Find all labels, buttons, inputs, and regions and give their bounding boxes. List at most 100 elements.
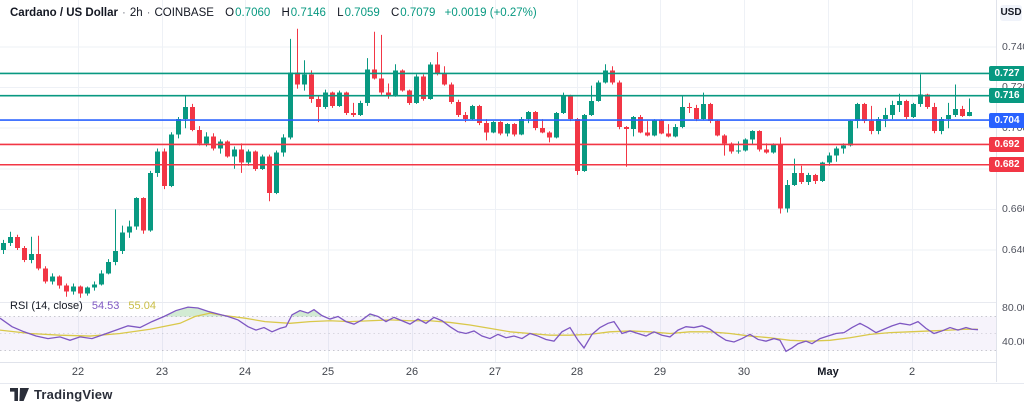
rsi-band (0, 316, 996, 351)
candle-body (876, 119, 881, 132)
rsi-value: 54.53 (91, 300, 120, 312)
tradingview-logo-icon[interactable] (10, 387, 29, 401)
candle-body (645, 132, 650, 136)
candle-body (414, 76, 419, 103)
candle-body (568, 95, 573, 120)
candle-body (78, 286, 83, 294)
price-level-badge[interactable]: 0.682 (989, 157, 1024, 173)
rsi-tick: 40.00 (1002, 335, 1024, 348)
candle-body (834, 148, 839, 156)
candle-body (260, 156, 265, 169)
time-axis[interactable]: 22 23 24 25 26 27 28 29 30 May 2 (0, 362, 1024, 384)
time-axis-label: 29 (653, 366, 667, 378)
candle-body (953, 108, 958, 116)
separator-dot: · (146, 7, 151, 19)
candle-body (484, 123, 489, 133)
price-level-badge[interactable]: 0.704 (989, 112, 1024, 128)
rsi-name[interactable]: RSI (10, 300, 29, 312)
candle-body (904, 100, 909, 118)
candle-body (869, 121, 874, 132)
candle-body (176, 119, 181, 135)
price-axis[interactable]: USD 0.7400.7200.7000.6800.6600.64080.004… (989, 0, 1024, 382)
change-value: +0.0019 (+0.27%) (444, 7, 537, 19)
candle-body (806, 174, 811, 182)
candle-body (15, 236, 20, 248)
candle-body (624, 127, 629, 130)
symbol-title[interactable]: Cardano / US Dollar (10, 7, 118, 19)
candle-body (589, 100, 594, 116)
candle-body (813, 174, 818, 181)
candle-body (729, 143, 734, 152)
candle-body (197, 130, 202, 144)
candle-body (190, 106, 195, 131)
candle-body (36, 254, 41, 269)
currency-toggle-button[interactable]: USD (1000, 5, 1022, 21)
candle-body (890, 104, 895, 116)
candle-body (463, 115, 468, 120)
candle-body (792, 172, 797, 186)
price-tick: 0.640 (1002, 243, 1024, 256)
candle-body (274, 152, 279, 194)
candle-body (239, 149, 244, 163)
time-axis-label: May (817, 366, 839, 378)
open-value: 0.7060 (235, 7, 271, 19)
candle-body (960, 108, 965, 117)
interval-label[interactable]: 2h (129, 7, 143, 19)
candle-body (799, 172, 804, 182)
exchange-label: COINBASE (154, 7, 214, 19)
candle-body (71, 286, 76, 292)
time-axis-label: 28 (570, 366, 584, 378)
candle-body (113, 251, 118, 263)
candle-body (309, 74, 314, 99)
candle-body (99, 273, 104, 285)
candle-body (85, 287, 90, 294)
candle-body (652, 120, 657, 136)
candle-body (50, 276, 55, 282)
candle-body (764, 149, 769, 153)
open-label: O (225, 7, 235, 19)
candle-body (897, 100, 902, 105)
time-axis-label: 24 (238, 366, 252, 378)
candle-body (141, 198, 146, 231)
candle-body (204, 136, 209, 144)
candles-group (1, 28, 972, 298)
candle-body (750, 131, 755, 140)
candle-body (715, 121, 720, 136)
tradingview-wordmark[interactable]: TradingView (34, 386, 113, 402)
candle-body (428, 64, 433, 99)
candle-body (400, 70, 405, 91)
candle-body (610, 70, 615, 83)
candle-body (148, 172, 153, 231)
price-level-badge[interactable]: 0.716 (989, 88, 1024, 104)
candle-body (673, 127, 678, 137)
candle-body (554, 112, 559, 138)
close-label: C (390, 7, 400, 19)
candle-body (561, 95, 566, 113)
candle-body (435, 64, 440, 74)
candle-body (932, 106, 937, 132)
price-tick: 0.660 (1002, 202, 1024, 215)
separator-dot: · (122, 7, 126, 19)
candle-body (666, 133, 671, 137)
candle-body (344, 92, 349, 113)
rsi-tick: 80.00 (1002, 301, 1024, 314)
candle-body (92, 284, 97, 288)
chart-canvas[interactable] (0, 0, 996, 362)
rsi-indicator-legend: RSI (14, close) 54.53 55.04 (10, 300, 156, 312)
rsi-line (0, 306, 979, 353)
candle-body (456, 101, 461, 116)
rsi-ma-line (0, 312, 978, 342)
candle-body (225, 141, 230, 157)
candle-body (183, 106, 188, 120)
candle-body (603, 70, 608, 83)
price-level-badge[interactable]: 0.727 (989, 65, 1024, 81)
candle-body (246, 151, 251, 163)
candle-body (330, 92, 335, 106)
rsi-params: (14, close) (31, 300, 83, 312)
candle-body (43, 268, 48, 282)
price-level-badge[interactable]: 0.692 (989, 136, 1024, 152)
candle-body (120, 232, 125, 252)
candle-body (155, 151, 160, 173)
candle-body (162, 151, 167, 187)
